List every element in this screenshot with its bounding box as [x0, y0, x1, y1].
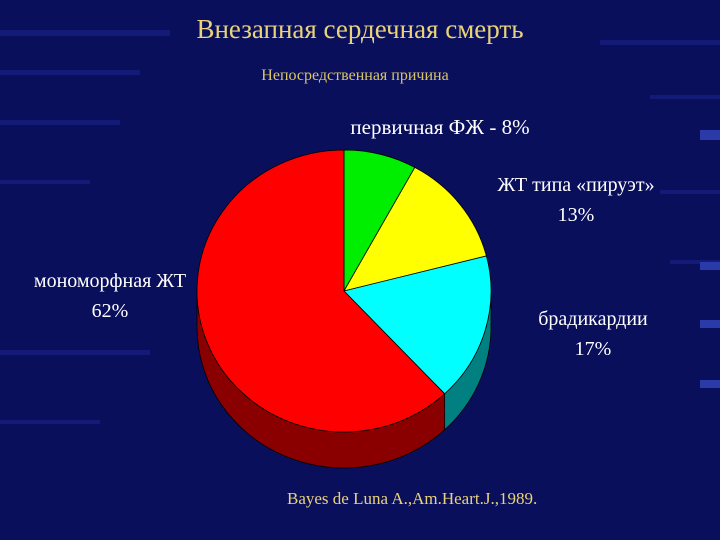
slide-title: Внезапная сердечная смерть [196, 14, 524, 44]
pie-slice-3 [196, 149, 446, 433]
pie-slice-1 [343, 166, 487, 292]
slice-label-monomorphic-vt-name: мономорфная ЖТ [33, 270, 187, 292]
slice-label-bradycardia-name: брадикардии [538, 308, 648, 330]
slide-subtitle: Непосредственная причина [261, 67, 449, 84]
slice-label-bradycardia: брадикардии 17% [508, 304, 678, 364]
slice-label-monomorphic-vt: мономорфная ЖТ 62% [12, 266, 208, 326]
slice-label-bradycardia-value: 17% [574, 338, 612, 360]
pie-slice-2 [343, 255, 492, 395]
slice-label-primary-vf: первичная ФЖ - 8% [320, 112, 560, 142]
slice-label-torsades: ЖТ типа «пируэт» 13% [466, 170, 686, 230]
slice-label-primary-vf-text: первичная ФЖ - 8% [350, 115, 530, 139]
slice-label-torsades-value: 13% [557, 204, 595, 226]
source-citation: Bayes de Luna A.,Am.Heart.J.,1989. [287, 489, 538, 508]
slice-label-monomorphic-vt-value: 62% [91, 300, 129, 322]
slice-label-torsades-name: ЖТ типа «пируэт» [497, 174, 655, 196]
